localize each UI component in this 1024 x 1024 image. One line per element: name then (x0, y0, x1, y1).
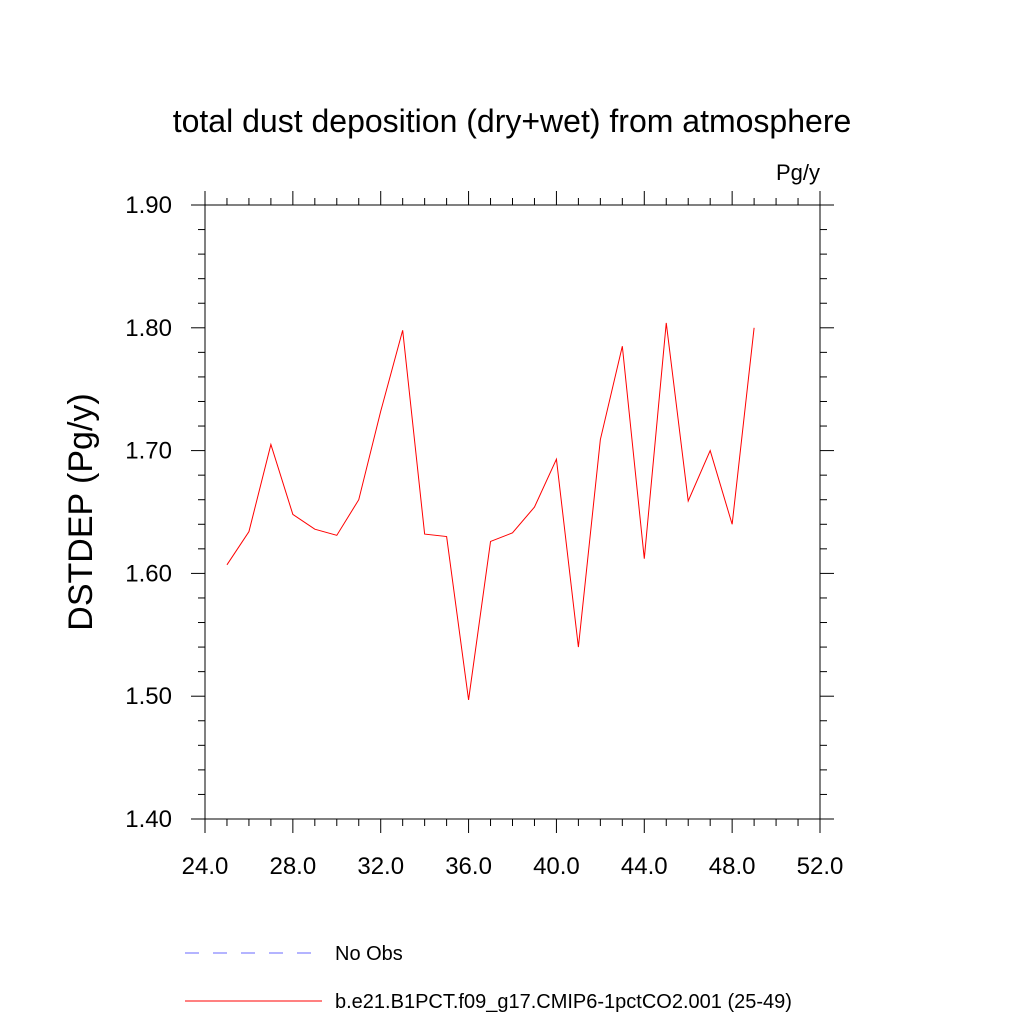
y-axis-label: DSTDEP (Pg/y) (62, 393, 100, 630)
x-tick-label: 52.0 (797, 853, 844, 880)
chart-title: total dust deposition (dry+wet) from atm… (173, 103, 852, 139)
x-tick-label: 44.0 (621, 853, 668, 880)
legend: No Obs b.e21.B1PCT.f09_g17.CMIP6-1pctCO2… (185, 943, 792, 1013)
y-tick-labels: 1.40 1.50 1.60 1.70 1.80 1.90 (125, 192, 172, 833)
y-tick-label: 1.70 (125, 438, 172, 465)
axis-ticks (191, 191, 834, 833)
plot-frame (204, 204, 821, 820)
legend-label-no-obs: No Obs (335, 943, 403, 965)
series-line (226, 322, 755, 700)
x-tick-label: 28.0 (269, 853, 316, 880)
x-tick-label: 48.0 (709, 853, 756, 880)
x-tick-label: 36.0 (445, 853, 492, 880)
x-tick-label: 32.0 (357, 853, 404, 880)
y-tick-label: 1.80 (125, 315, 172, 342)
legend-label-model-run: b.e21.B1PCT.f09_g17.CMIP6-1pctCO2.001 (2… (335, 991, 792, 1013)
y-tick-label: 1.90 (125, 192, 172, 219)
units-label: Pg/y (776, 160, 820, 185)
x-tick-label: 24.0 (182, 853, 229, 880)
y-tick-label: 1.40 (125, 806, 172, 833)
series-lines (226, 322, 755, 700)
x-tick-labels: 24.0 28.0 32.0 36.0 40.0 44.0 48.0 52.0 (182, 853, 844, 880)
y-tick-label: 1.60 (125, 560, 172, 587)
x-tick-label: 40.0 (533, 853, 580, 880)
y-tick-label: 1.50 (125, 683, 172, 710)
